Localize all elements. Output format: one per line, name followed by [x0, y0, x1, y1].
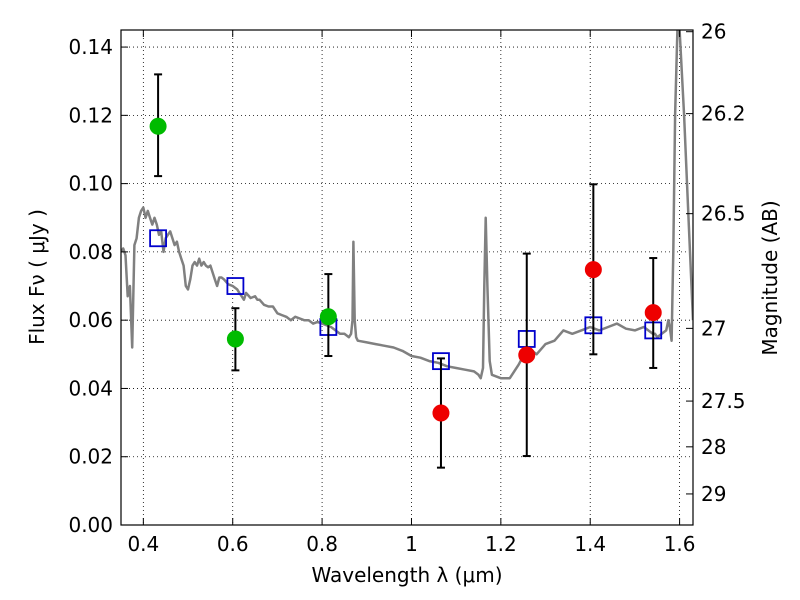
- y-tick-label: 0.10: [68, 172, 113, 196]
- y-tick-label: 0.04: [68, 376, 113, 400]
- plot-area: [121, 30, 693, 469]
- y-tick-label: 0.14: [68, 35, 113, 59]
- model-photometry-square: [149, 229, 167, 248]
- x-tick-label: 0.8: [306, 532, 338, 556]
- y-tick-label: 0.08: [68, 240, 113, 264]
- x-tick-label: 1.6: [664, 532, 696, 556]
- x-tick-label: 1.2: [485, 532, 517, 556]
- x-axis-label: Wavelength λ (μm): [311, 563, 502, 587]
- undetected-point: [644, 304, 662, 322]
- undetected-point: [518, 346, 536, 364]
- y2-tick-label: 28: [701, 435, 726, 459]
- plot-background: [121, 30, 693, 525]
- y-tick-label: 0.06: [68, 308, 113, 332]
- x-tick-label: 0.4: [127, 532, 159, 556]
- undetected-point: [432, 404, 450, 422]
- y2-axis-label: Magnitude (AB): [758, 200, 782, 355]
- model-photometry-square: [226, 277, 245, 295]
- detected-point: [226, 330, 244, 348]
- y2-tick-label: 27.5: [701, 389, 746, 413]
- detected-point: [319, 308, 337, 326]
- axis-ticks: 0.4 0.6 0.8 1 1.2 1.4 1.6 0.00 0.02 0.04 0.06 0.08 0…: [68, 20, 745, 556]
- detected-point: [149, 117, 167, 135]
- y-axis-label: Flux Fν ( μJy ): [25, 209, 49, 345]
- y-tick-label: 0.00: [68, 513, 113, 537]
- sed-model-line: [121, 30, 693, 380]
- y2-tick-label: 27: [701, 316, 726, 340]
- x-tick-label: 1: [405, 532, 418, 556]
- x-tick-label: 1.4: [574, 532, 606, 556]
- y2-tick-label: 26.2: [701, 102, 746, 126]
- y2-tick-label: 26: [701, 20, 726, 44]
- y-tick-label: 0.12: [68, 103, 113, 127]
- plot-frame: [120, 29, 694, 526]
- y2-tick-label: 29: [701, 482, 726, 506]
- x-tick-label: 0.6: [217, 532, 249, 556]
- undetected-point: [584, 261, 602, 279]
- y-tick-label: 0.02: [68, 445, 113, 469]
- y2-tick-label: 26.5: [701, 202, 746, 226]
